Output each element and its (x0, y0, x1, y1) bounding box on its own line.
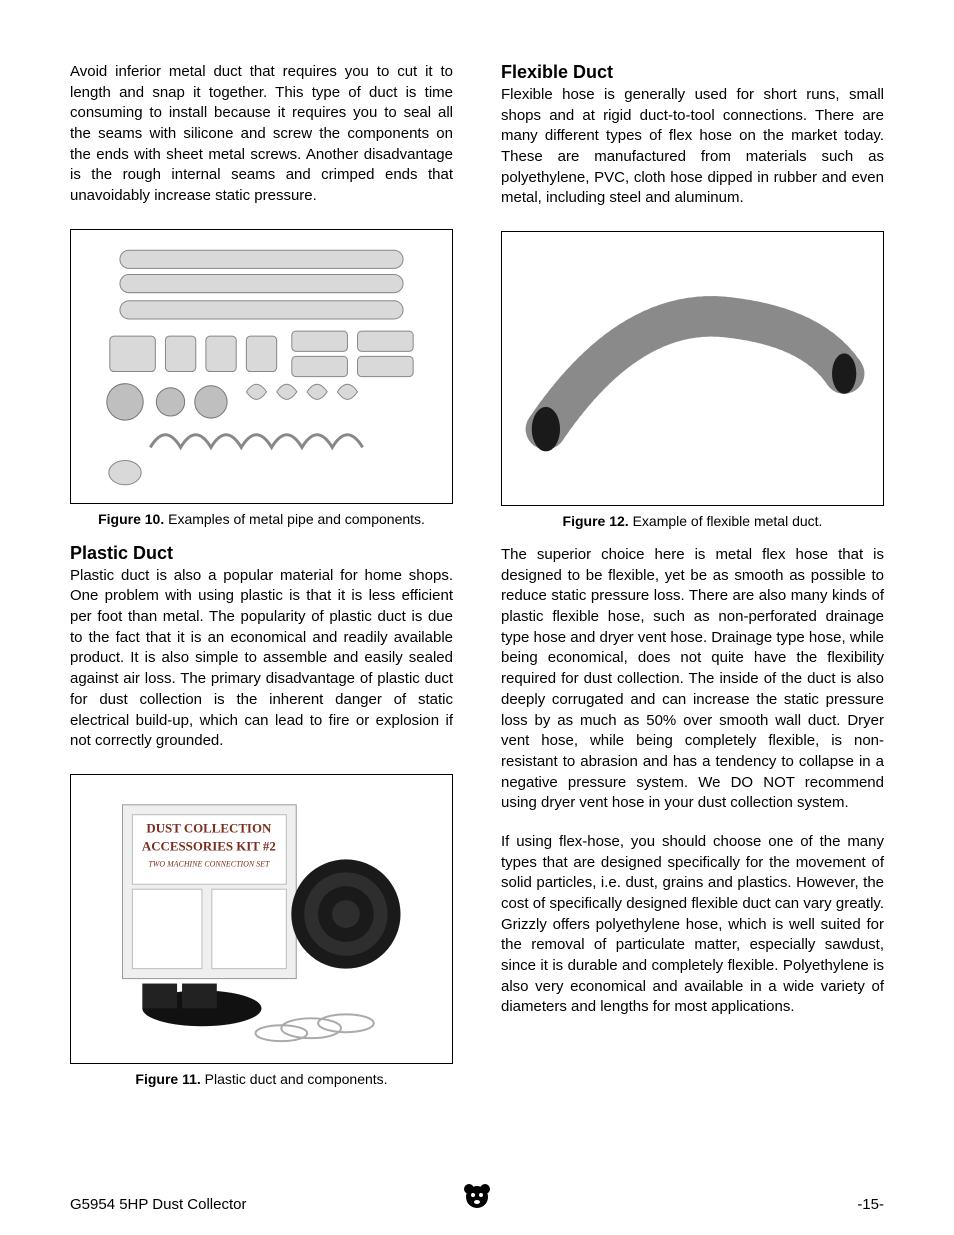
bear-icon (462, 1181, 492, 1211)
figure-10-text: Examples of metal pipe and components. (164, 511, 425, 527)
flex-duct-icon (502, 232, 883, 505)
flexible-body-1: The superior choice here is metal flex h… (501, 545, 884, 814)
page-footer: G5954 5HP Dust Collector -15- (70, 1196, 884, 1213)
figure-12-box (501, 231, 884, 506)
figure-11-label: Figure 11. (135, 1071, 200, 1087)
right-column: Flexible Duct Flexible hose is generally… (501, 62, 884, 1093)
page-columns: Avoid inferior metal duct that requires … (70, 62, 884, 1093)
flexible-intro: Flexible hose is generally used for shor… (501, 85, 884, 209)
flexible-duct-heading: Flexible Duct (501, 62, 884, 83)
figure-10-caption: Figure 10. Examples of metal pipe and co… (70, 510, 453, 529)
kit-title1: DUST COLLECTION (146, 820, 272, 835)
plastic-duct-heading: Plastic Duct (70, 543, 453, 564)
footer-right: -15- (857, 1196, 884, 1213)
plastic-kit-icon: DUST COLLECTION ACCESSORIES KIT #2 TWO M… (71, 775, 452, 1063)
figure-10-label: Figure 10. (98, 511, 164, 527)
figure-11-box: DUST COLLECTION ACCESSORIES KIT #2 TWO M… (70, 774, 453, 1064)
figure-12-text: Example of flexible metal duct. (629, 513, 823, 529)
footer-left: G5954 5HP Dust Collector (70, 1196, 246, 1213)
figure-10-box (70, 229, 453, 504)
figure-11-caption: Figure 11. Plastic duct and components. (70, 1070, 453, 1089)
metal-pipe-icon (71, 230, 452, 503)
figure-12-label: Figure 12. (563, 513, 629, 529)
figure-12-caption: Figure 12. Example of flexible metal duc… (501, 512, 884, 531)
kit-sub: TWO MACHINE CONNECTION SET (148, 859, 270, 868)
figure-11-text: Plastic duct and components. (201, 1071, 388, 1087)
flexible-body-2: If using flex-hose, you should choose on… (501, 832, 884, 1018)
footer-logo (462, 1181, 492, 1215)
intro-paragraph: Avoid inferior metal duct that requires … (70, 62, 453, 207)
kit-title2: ACCESSORIES KIT #2 (142, 838, 276, 853)
plastic-duct-body: Plastic duct is also a popular material … (70, 566, 453, 752)
left-column: Avoid inferior metal duct that requires … (70, 62, 453, 1093)
